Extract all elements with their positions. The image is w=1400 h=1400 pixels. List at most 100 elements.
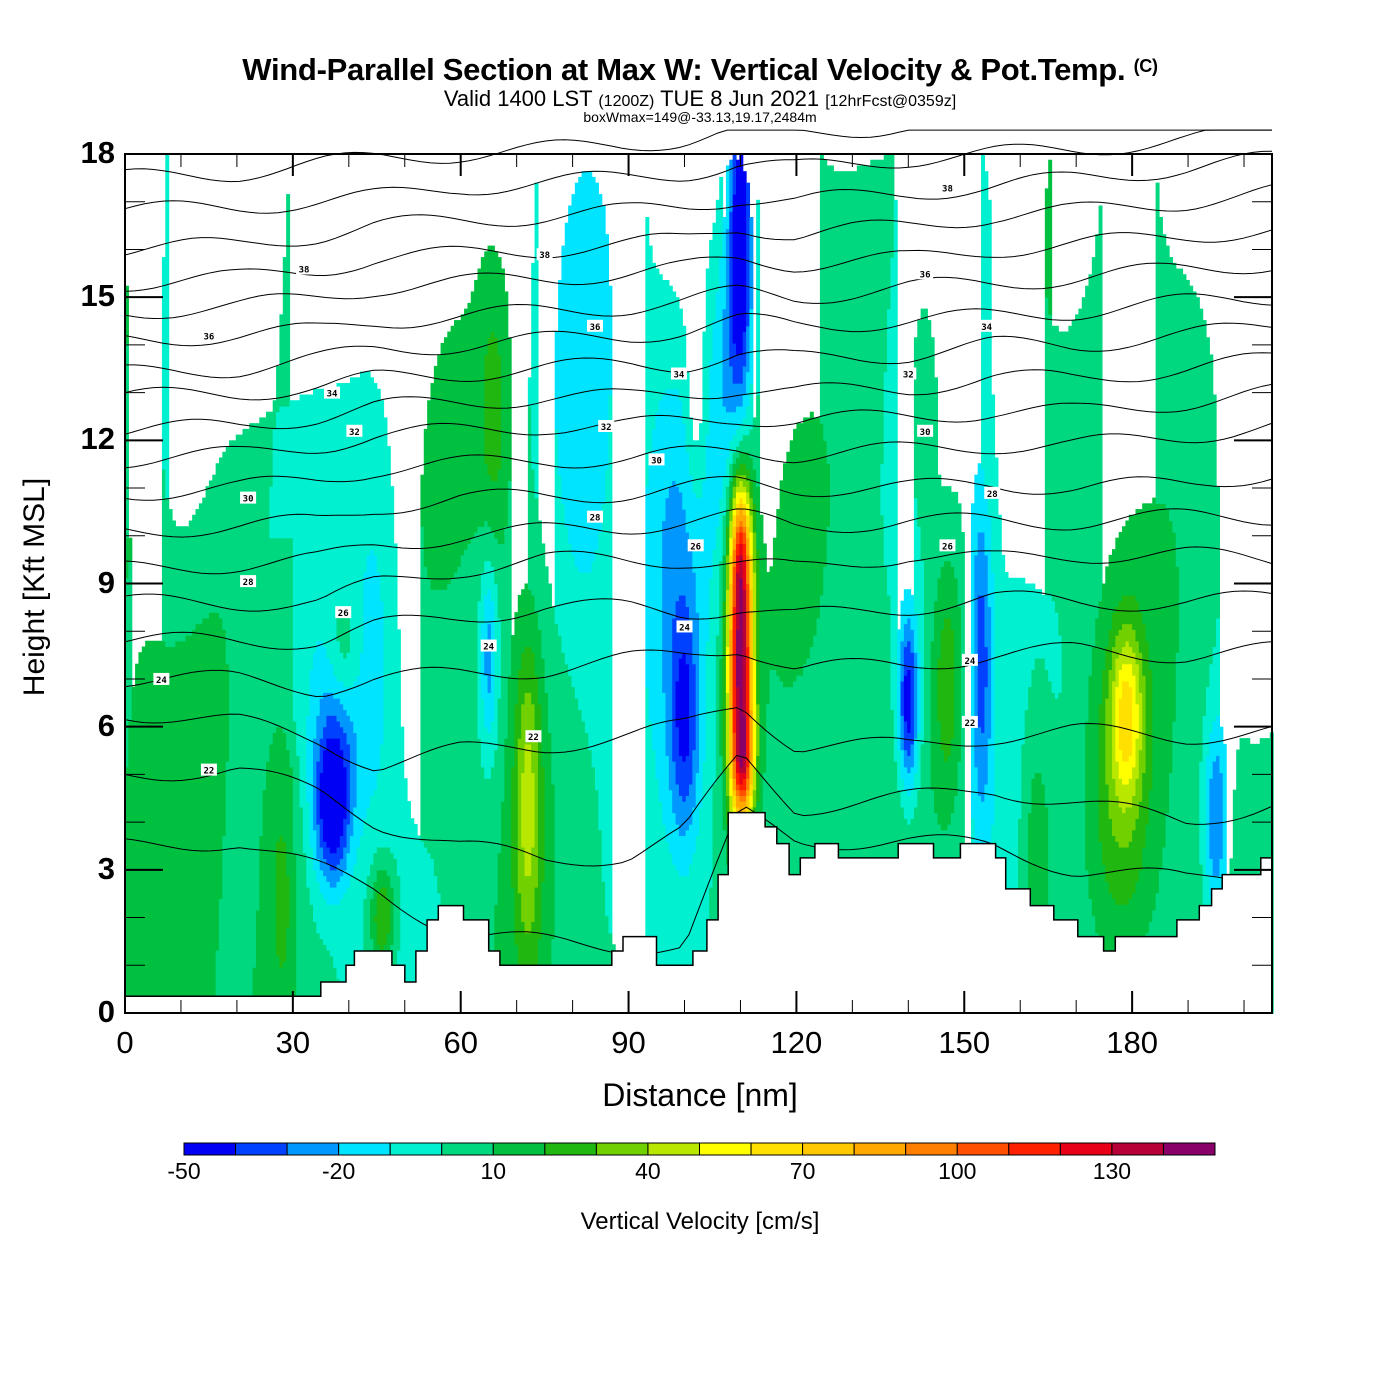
field-cell	[359, 652, 364, 837]
field-cell	[1088, 675, 1093, 900]
field-cell	[1138, 869, 1143, 957]
field-cell	[957, 606, 962, 762]
colorbar-swatch	[1111, 1142, 1164, 1156]
field-cell	[286, 927, 291, 1014]
field-cell	[752, 417, 757, 470]
field-cell	[675, 783, 680, 825]
field-cell	[662, 520, 667, 693]
field-cell	[887, 308, 892, 596]
field-cell	[326, 692, 331, 716]
field-cell	[359, 371, 364, 653]
field-cell	[735, 405, 740, 430]
field-cell	[732, 434, 737, 453]
field-cell	[947, 755, 952, 825]
field-cell	[427, 577, 432, 854]
field-cell	[732, 761, 737, 779]
field-cell	[702, 480, 707, 762]
field-cell	[457, 566, 462, 1014]
field-cell	[678, 657, 683, 756]
field-cell	[729, 629, 734, 711]
field-cell	[883, 371, 888, 567]
field-cell	[735, 531, 740, 545]
field-cell	[1148, 789, 1153, 922]
field-cell	[417, 835, 422, 1014]
field-cell	[359, 835, 364, 1014]
field-cell	[692, 806, 697, 854]
field-cell	[161, 257, 166, 470]
field-cell	[944, 761, 949, 831]
field-cell	[981, 801, 986, 882]
field-cell	[1044, 806, 1049, 905]
field-cell	[205, 617, 210, 1014]
field-cell	[138, 652, 143, 1014]
field-cell	[578, 176, 583, 573]
field-cell	[665, 755, 670, 842]
field-cell	[1175, 652, 1180, 1014]
field-cell	[739, 520, 744, 527]
field-cell	[460, 314, 465, 556]
field-cell	[292, 720, 297, 854]
field-cell	[981, 468, 986, 533]
field-cell	[484, 675, 489, 728]
isentrope-29	[124, 422, 1273, 501]
field-cell	[917, 320, 922, 527]
field-cell	[323, 858, 328, 877]
field-cell	[688, 824, 693, 865]
field-cell	[484, 640, 489, 676]
field-cell	[1125, 680, 1130, 762]
field-cell	[484, 251, 489, 356]
field-cell	[648, 720, 653, 974]
field-cell	[739, 766, 744, 774]
field-cell	[349, 875, 354, 1014]
field-cell	[903, 720, 908, 751]
field-cell	[188, 520, 193, 636]
contour-label-text: 34	[981, 323, 992, 333]
field-cell	[380, 743, 385, 848]
field-cell	[806, 657, 811, 1014]
field-cell	[900, 600, 905, 642]
field-cell	[1122, 663, 1127, 682]
field-cell	[749, 783, 754, 796]
field-cell	[279, 405, 284, 539]
field-cell	[182, 640, 187, 1014]
field-cell	[272, 428, 277, 539]
field-cell	[658, 274, 663, 401]
field-cell	[722, 308, 727, 407]
field-cell	[675, 486, 680, 602]
field-cell	[390, 852, 395, 888]
contour-label-text: 38	[299, 266, 310, 276]
field-cell	[380, 600, 385, 745]
field-cell	[1216, 755, 1221, 877]
field-cell	[1199, 761, 1204, 865]
field-cell	[1148, 503, 1153, 670]
field-cell	[746, 434, 751, 453]
field-cell	[316, 824, 321, 859]
field-cell	[339, 652, 344, 682]
field-cell	[769, 669, 774, 940]
field-cell	[128, 720, 133, 1014]
field-cell	[739, 772, 744, 785]
contour-label-text: 24	[964, 657, 975, 667]
field-cell	[279, 726, 284, 837]
field-cell	[1115, 841, 1120, 905]
field-cell	[1132, 675, 1137, 768]
contour-label: 34	[978, 319, 995, 333]
isentrope-21	[124, 806, 1273, 956]
y-tick-label: 18	[80, 135, 115, 170]
field-cell	[1135, 663, 1140, 705]
field-cell	[658, 400, 663, 802]
field-cell	[584, 572, 589, 733]
isentrope-24	[124, 641, 1273, 698]
field-cell	[480, 572, 485, 625]
field-cell	[222, 451, 227, 630]
field-cell	[430, 383, 435, 590]
field-cell	[829, 165, 834, 1014]
field-cell	[1034, 589, 1039, 659]
field-cell	[1205, 337, 1210, 688]
field-cell	[668, 852, 673, 980]
colorbar-swatch	[492, 1142, 546, 1156]
field-cell	[984, 554, 989, 648]
field-cell	[574, 182, 579, 567]
colorbar-swatch	[647, 1142, 701, 1156]
field-cell	[514, 612, 519, 705]
